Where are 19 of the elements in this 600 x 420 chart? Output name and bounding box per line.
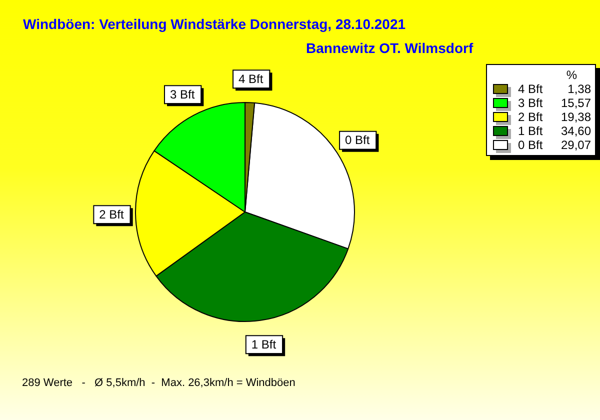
- slice-label: 3 Bft: [170, 87, 196, 102]
- slice-label: 1 Bft: [251, 337, 277, 352]
- data-label: 29,07: [560, 138, 591, 152]
- slice-label: 2 Bft: [99, 207, 125, 222]
- legend-label: 1 Bft: [518, 124, 544, 138]
- legend-label: 4 Bft: [518, 82, 544, 96]
- data-label: 1,38: [566, 82, 591, 96]
- chart-title: Windböen: Verteilung Windstärke Donnerstag, 28.10.2021: [23, 16, 406, 32]
- text: 289 Werte - Ø 5,5km/h - Max. 26,3km/h = Windböen: [22, 377, 296, 389]
- legend-label: 0 Bft: [518, 138, 544, 152]
- legend-label: 3 Bft: [518, 96, 544, 110]
- slice-label: 0 Bft: [345, 133, 370, 148]
- data-label: 15,57: [560, 96, 591, 110]
- data-label: 34,60: [560, 124, 591, 138]
- data-label: 19,38: [560, 110, 591, 124]
- slice-label: 4 Bft: [238, 72, 264, 86]
- legend-label: 2 Bft: [518, 110, 544, 124]
- chart-subtitle: Bannewitz OT. Wilmsdorf: [306, 40, 474, 56]
- legend-title: %: [565, 68, 578, 82]
